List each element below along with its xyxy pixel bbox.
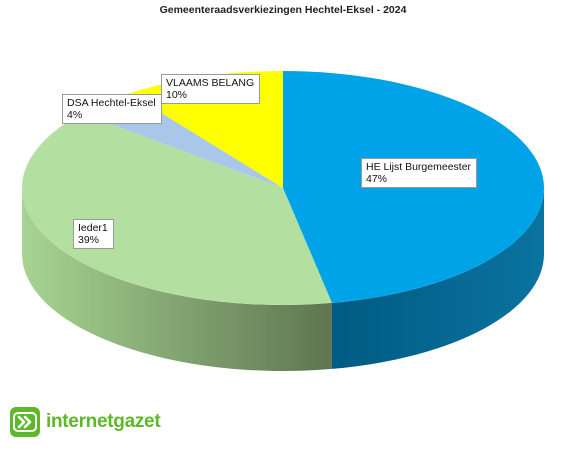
pie-side-ieder1: [22, 188, 332, 371]
logo-text: internetgazet: [46, 411, 161, 432]
data-label-value: 39%: [78, 234, 100, 246]
data-label-value: 4%: [67, 109, 83, 121]
data-label-vlaams-belang: VLAAMS BELANG 10%: [161, 74, 261, 104]
data-label-name: Ieder1: [78, 222, 108, 234]
chart-title: Gemeenteraadsverkiezingen Hechtel-Eksel …: [159, 4, 407, 16]
data-label-name: VLAAMS BELANG: [166, 77, 255, 89]
data-label-he-lijst-burgemeester: HE Lijst Burgemeester 47%: [361, 158, 478, 188]
data-label-dsa-hechtel-eksel: DSA Hechtel-Eksel 4%: [62, 94, 162, 124]
pie-side-he-lijst-burgemeester: [331, 188, 544, 369]
data-label-value: 47%: [366, 173, 388, 185]
data-label-name: DSA Hechtel-Eksel: [67, 97, 156, 109]
logo: internetgazet: [10, 404, 161, 440]
double-chevron-icon: [10, 407, 40, 437]
pie-sides: [22, 188, 544, 371]
data-label-name: HE Lijst Burgemeester: [366, 161, 472, 173]
pie-slice-ieder1: [21, 113, 332, 306]
data-label-value: 10%: [166, 89, 188, 101]
data-label-ieder1: Ieder1 39%: [73, 219, 114, 249]
